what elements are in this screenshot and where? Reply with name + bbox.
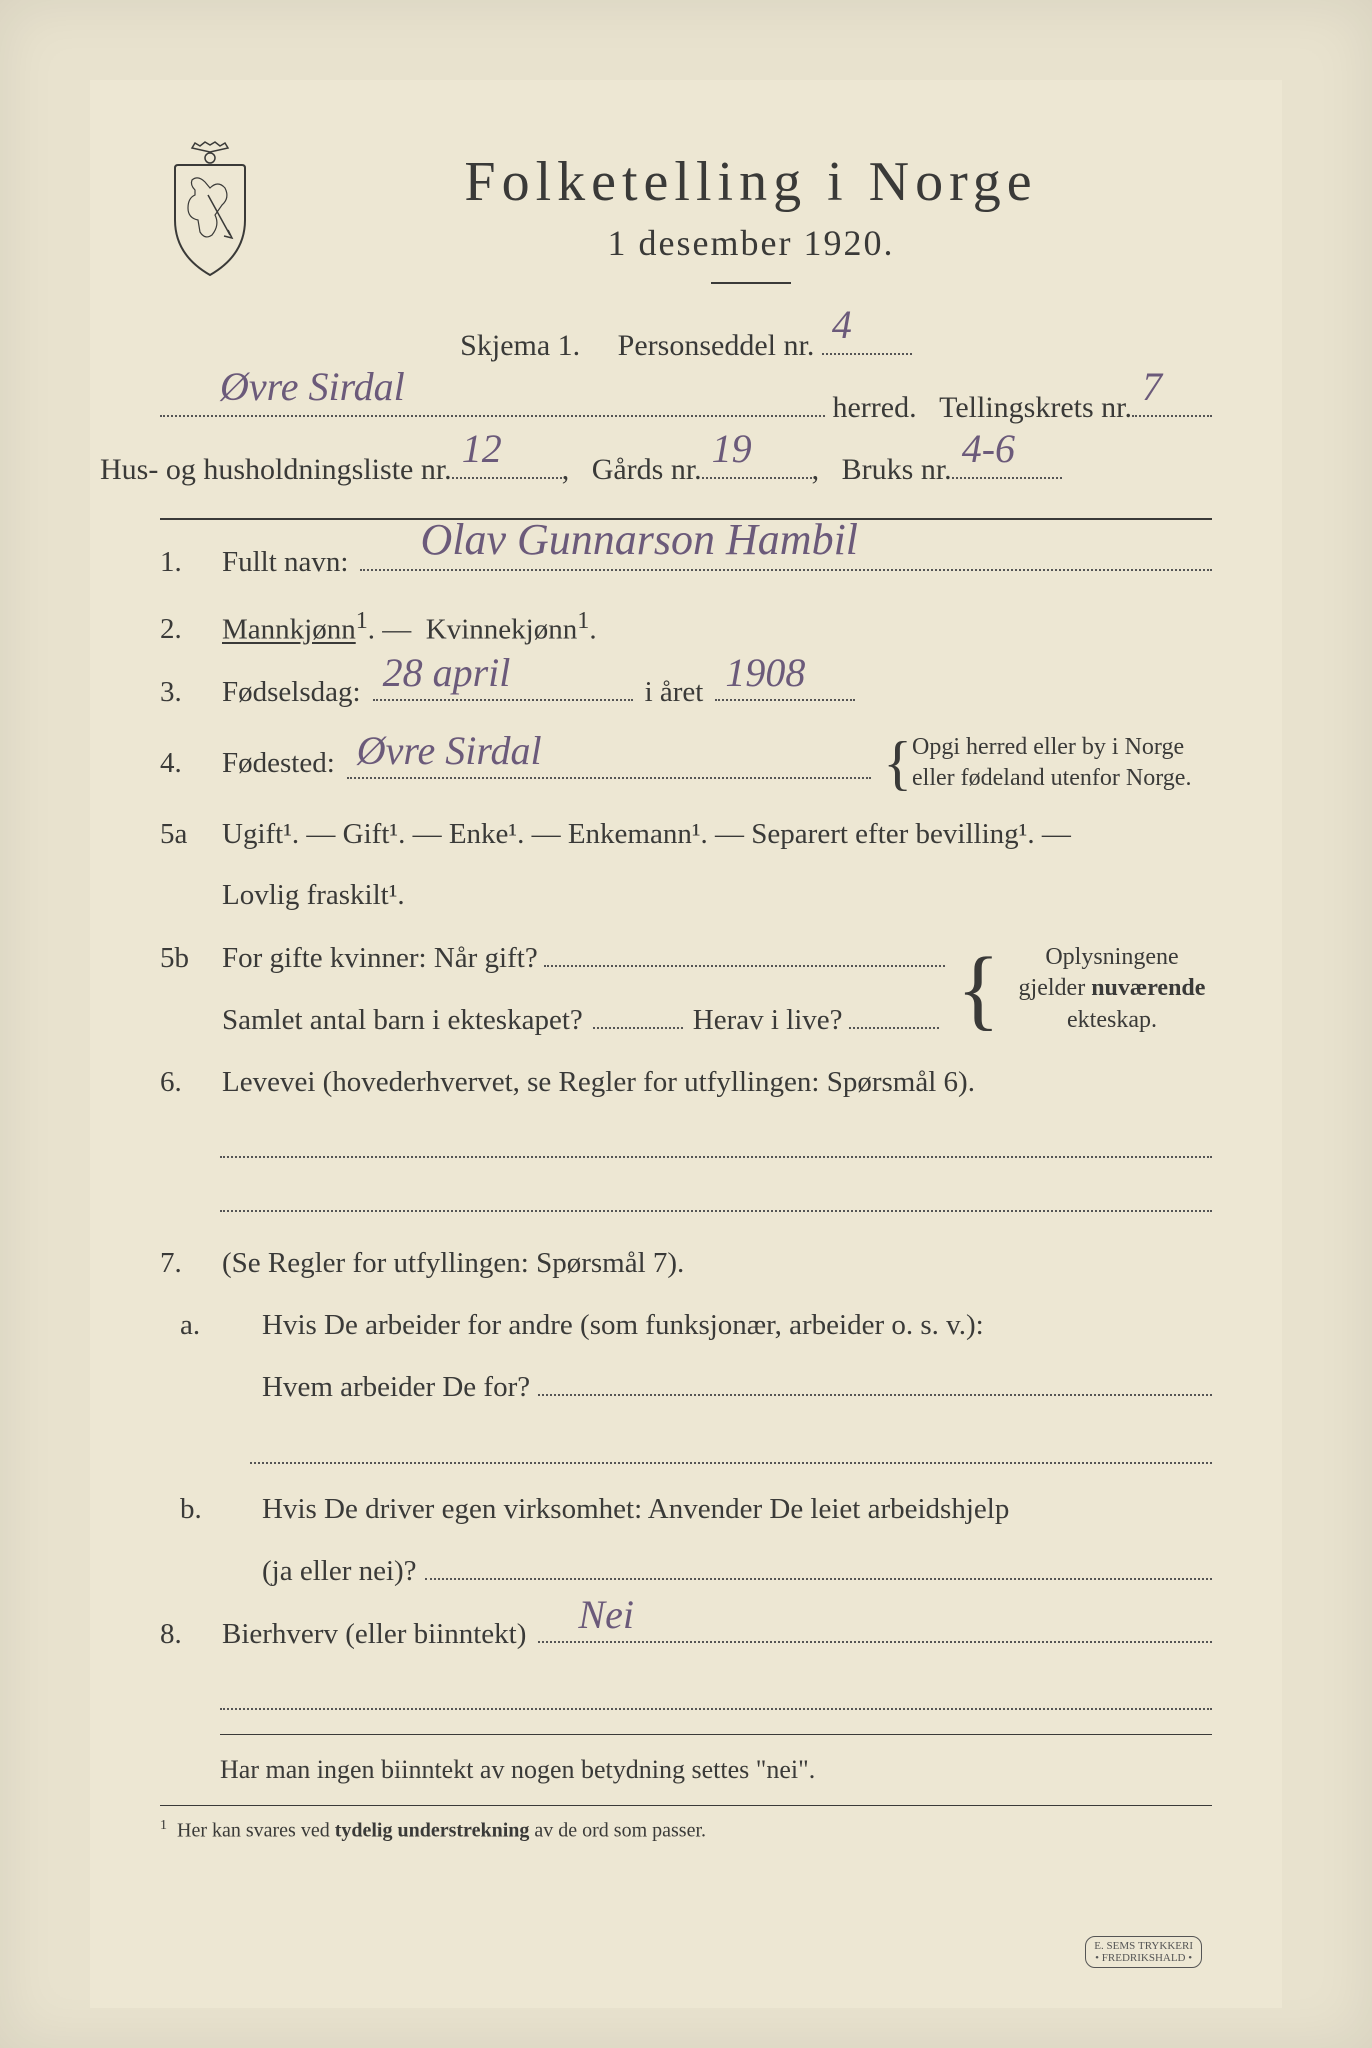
herred-line: Øvre Sirdal herred. Tellingskrets nr. 7 [160, 384, 1212, 432]
q6-fill-2 [220, 1182, 1212, 1212]
herred-value: Øvre Sirdal [220, 355, 405, 419]
q6-num: 6. [160, 1061, 210, 1105]
q8-fill [220, 1680, 1212, 1710]
q1-num: 1. [160, 541, 210, 585]
q5a-row: 5a Ugift¹. — Gift¹. — Enke¹. — Enkemann¹… [160, 813, 1212, 918]
q7b-row: b. Hvis De driver egen virksomhet: Anven… [160, 1488, 1212, 1594]
footnote: 1 Her kan svares ved tydelig understrekn… [160, 1818, 1212, 1843]
footnote-num: 1 [160, 1818, 167, 1833]
q5b-l2b: Herav i live? [693, 999, 843, 1043]
q6-text: Levevei (hovederhvervet, se Regler for u… [222, 1061, 1212, 1105]
q5b-note: Oplysningene gjelder nuværende ekteskap. [1012, 942, 1212, 1036]
q5a-text2: Lovlig fraskilt¹. [222, 874, 1212, 918]
brace-icon: { [883, 748, 912, 778]
footnote-text: Her kan svares ved tydelig understreknin… [177, 1819, 706, 1841]
q5b-l2a: Samlet antal barn i ekteskapet? [222, 999, 583, 1043]
q2-row: 2. Mannkjønn1. — Kvinnekjønn1. [160, 603, 1212, 652]
title-divider [711, 282, 791, 284]
q3-label: Fødselsdag: [222, 671, 361, 715]
q1-row: 1. Fullt navn: Olav Gunnarson Hambil [160, 540, 1212, 585]
q7a-text1: Hvis De arbeider for andre (som funksjon… [262, 1304, 1212, 1348]
bottom-note: Har man ingen biinntekt av nogen betydni… [220, 1749, 1212, 1791]
q2-opt-mann: Mannkjønn [222, 613, 356, 645]
bottom-divider-2 [160, 1805, 1212, 1806]
bruks-value: 4-6 [962, 417, 1015, 481]
q8-num: 8. [160, 1613, 210, 1657]
q7-row: 7. (Se Regler for utfyllingen: Spørsmål … [160, 1242, 1212, 1286]
q6-fill-1 [220, 1128, 1212, 1158]
q5a-num: 5a [160, 813, 210, 857]
personseddel-value: 4 [832, 293, 852, 357]
q6-row: 6. Levevei (hovederhvervet, se Regler fo… [160, 1061, 1212, 1105]
q4-value: Øvre Sirdal [357, 721, 542, 781]
gards-value: 19 [712, 417, 752, 481]
q7a-num: a. [160, 1304, 250, 1348]
q7a-fill [250, 1434, 1212, 1464]
q1-value: Olav Gunnarson Hambil [420, 507, 858, 573]
page-background: Folketelling i Norge 1 desember 1920. Sk… [0, 0, 1372, 2048]
q3-year-value: 1908 [725, 643, 805, 703]
main-title: Folketelling i Norge [290, 150, 1212, 214]
q5a-text: Ugift¹. — Gift¹. — Enke¹. — Enkemann¹. —… [222, 813, 1212, 857]
herred-label: herred. [832, 384, 916, 432]
subtitle: 1 desember 1920. [290, 222, 1212, 264]
husliste-value: 12 [462, 417, 502, 481]
q8-row: 8. Bierhverv (eller biinntekt) Nei [160, 1612, 1212, 1657]
husliste-line: Hus- og husholdningsliste nr. 12 , Gårds… [100, 446, 1212, 494]
q7a-row: a. Hvis De arbeider for andre (som funks… [160, 1304, 1212, 1410]
q7a-text2: Hvem arbeider De for? [262, 1366, 530, 1410]
q3-row: 3. Fødselsdag: 28 april i året 1908 [160, 670, 1212, 715]
q4-label: Fødested: [222, 742, 335, 786]
q8-value: Nei [578, 1585, 634, 1645]
skjema-label: Skjema 1. [460, 329, 580, 362]
title-block: Folketelling i Norge 1 desember 1920. [290, 140, 1212, 308]
header: Folketelling i Norge 1 desember 1920. [160, 140, 1212, 308]
q7-text: (Se Regler for utfyllingen: Spørsmål 7). [222, 1242, 1212, 1286]
q2-opt-kvinne: Kvinnekjønn [426, 613, 577, 645]
bruks-label: Bruks nr. [842, 446, 952, 494]
q3-mid: i året [645, 671, 704, 715]
q5b-num: 5b [160, 937, 210, 981]
q7b-text2: (ja eller nei)? [262, 1550, 417, 1594]
q4-num: 4. [160, 742, 210, 786]
q3-num: 3. [160, 671, 210, 715]
husliste-label: Hus- og husholdningsliste nr. [100, 446, 452, 494]
coat-of-arms-icon [160, 140, 260, 280]
gards-label: Gårds nr. [592, 446, 702, 494]
q2-num: 2. [160, 608, 210, 652]
personseddel-label: Personseddel nr. [618, 329, 815, 362]
q7-num: 7. [160, 1242, 210, 1286]
tellingskrets-value: 7 [1142, 355, 1162, 419]
q7b-num: b. [160, 1488, 250, 1532]
document-paper: Folketelling i Norge 1 desember 1920. Sk… [90, 80, 1282, 2008]
printer-stamp: E. SEMS TRYKKERI• FREDRIKSHALD • [1085, 1936, 1202, 1968]
q5b-l1: For gifte kvinner: Når gift? [222, 937, 538, 981]
bottom-divider-1 [220, 1734, 1212, 1735]
brace-icon: { [957, 967, 1000, 1012]
q4-row: 4. Fødested: Øvre Sirdal { Opgi herred e… [160, 732, 1212, 794]
q1-label: Fullt navn: [222, 541, 348, 585]
q7b-text1: Hvis De driver egen virksomhet: Anvender… [262, 1488, 1212, 1532]
q3-day-value: 28 april [383, 643, 511, 703]
q8-label: Bierhverv (eller biinntekt) [222, 1613, 526, 1657]
q5b-row: 5b For gifte kvinner: Når gift? Samlet a… [160, 936, 1212, 1043]
q4-note: Opgi herred eller by i Norge eller fødel… [912, 732, 1212, 794]
